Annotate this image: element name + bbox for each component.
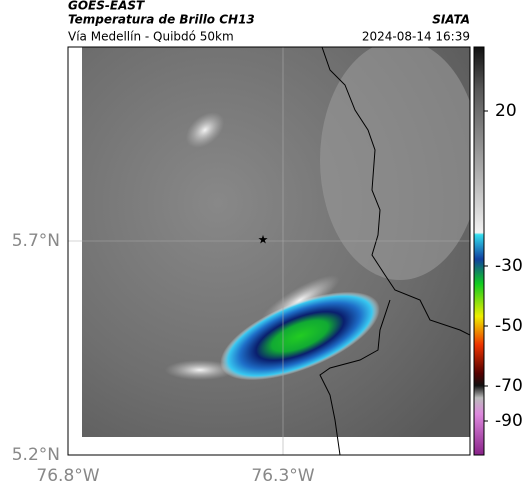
colorbar [473, 46, 485, 456]
lon-label: 76.3°W [251, 466, 314, 486]
product: Temperatura de Brillo CH13 [68, 13, 255, 27]
colorbar-ticks: 20 -30 -50 -70 -90 [484, 101, 523, 431]
colorbar-label: -30 [495, 256, 523, 276]
org: SIATA [432, 13, 470, 27]
route: Vía Medellín - Quibdó 50km [68, 30, 234, 44]
lat-label: 5.2°N [12, 445, 60, 465]
colorbar-label: -70 [495, 376, 523, 396]
map-frame [67, 46, 471, 456]
colorbar-label: -50 [495, 316, 523, 336]
colorbar-label: 20 [495, 101, 517, 121]
colorbar-label: -90 [495, 411, 523, 431]
map: ★ [68, 47, 470, 455]
lon-label: 76.8°W [36, 466, 99, 486]
timestamp: 2024-08-14 16:39 [362, 30, 470, 44]
svg-text:★: ★ [258, 233, 269, 247]
lat-label: 5.7°N [12, 231, 60, 251]
source: GOES-EAST [68, 0, 145, 13]
